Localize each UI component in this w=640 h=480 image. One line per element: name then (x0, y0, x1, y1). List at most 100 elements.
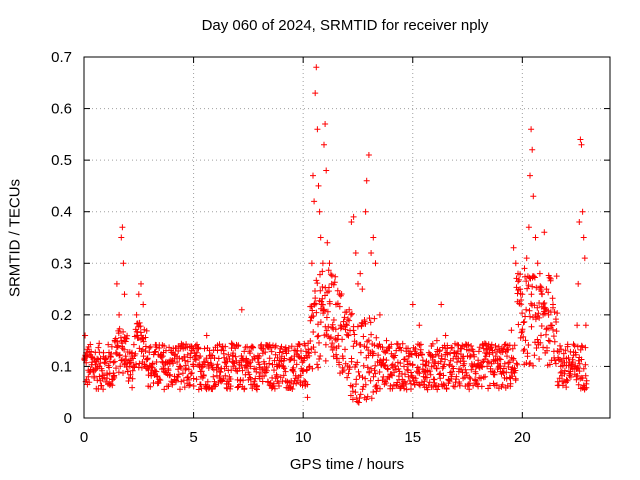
data-point-bg-1354 (526, 361, 533, 368)
data-point-bg-810 (347, 311, 354, 318)
data-point-bg-504 (247, 350, 254, 357)
data-point-bg-1431 (552, 357, 558, 364)
data-point-bg-407 (214, 361, 221, 368)
data-point-bg-938 (389, 372, 396, 379)
data-point-0-121 (541, 229, 548, 236)
data-point-0-16 (129, 353, 136, 360)
data-point-bg-645 (293, 380, 300, 387)
data-point-bg-1045 (424, 386, 431, 393)
data-point-0-86 (396, 368, 403, 375)
data-point-bg-1227 (484, 358, 491, 365)
data-point-bg-1449 (558, 346, 565, 353)
data-point-bg-1462 (561, 367, 568, 374)
data-point-bg-1429 (550, 333, 557, 340)
data-point-bg-1493 (571, 342, 578, 349)
data-point-0-19 (138, 280, 144, 287)
data-point-0-20 (140, 301, 147, 308)
data-point-bg-85 (108, 343, 115, 350)
data-point-bg-862 (364, 364, 371, 371)
data-point-bg-1377 (534, 304, 541, 311)
data-point-bg-902 (377, 385, 383, 392)
data-point-bg-549 (262, 349, 269, 356)
data-point-bg-1471 (564, 343, 571, 350)
data-point-bg-1513 (578, 356, 585, 363)
data-point-bg-388 (208, 361, 215, 368)
data-point-0-38 (256, 353, 263, 360)
data-point-0-103 (504, 353, 510, 360)
data-point-0-119 (536, 286, 543, 293)
data-point-bg-631 (288, 343, 295, 350)
data-point-bg-1361 (528, 291, 535, 298)
data-point-0-24 (159, 353, 166, 360)
data-point-bg-424 (220, 347, 227, 354)
data-point-bg-1480 (567, 374, 574, 380)
data-point-bg-188 (142, 334, 149, 341)
data-point-bg-366 (201, 345, 208, 352)
data-point-bg-1350 (525, 282, 532, 289)
data-point-bg-386 (207, 352, 214, 359)
data-point-bg-706 (312, 300, 319, 307)
data-point-bg-459 (232, 353, 239, 360)
data-point-bg-637 (290, 380, 297, 387)
data-point-0-130 (571, 363, 578, 370)
data-point-bg-947 (392, 363, 398, 370)
data-point-bg-982 (404, 366, 411, 373)
data-point-0-27 (181, 384, 188, 391)
data-point-bg-1415 (545, 337, 552, 344)
data-point-0-107 (515, 270, 521, 277)
data-point-0-96 (449, 363, 456, 370)
data-point-bg-106 (115, 369, 122, 376)
data-point-bg-1460 (560, 350, 567, 357)
data-point-0-42 (291, 353, 298, 360)
data-point-bg-349 (195, 345, 202, 352)
data-point-bg-1265 (496, 355, 503, 362)
data-point-bg-766 (332, 326, 339, 333)
data-point-bg-1067 (431, 376, 438, 383)
data-point-0-50 (312, 90, 319, 97)
data-point-bg-1094 (440, 381, 447, 388)
data-point-bg-1360 (528, 323, 535, 330)
data-point-bg-1385 (536, 314, 543, 321)
data-point-0-127 (558, 358, 565, 365)
data-point-0-46 (306, 363, 313, 370)
data-point-0-11 (119, 224, 126, 231)
data-point-bg-753 (328, 272, 335, 279)
data-point-bg-1437 (553, 328, 560, 335)
data-point-0-43 (298, 348, 304, 354)
data-point-bg-777 (336, 303, 343, 310)
data-point-bg-684 (306, 364, 312, 371)
data-point-0-137 (580, 234, 587, 241)
data-point-0-67 (339, 353, 346, 360)
data-point-0-37 (247, 363, 254, 370)
data-point-bg-570 (268, 348, 275, 355)
data-point-bg-708 (314, 333, 321, 340)
data-point-bg-201 (147, 383, 154, 390)
data-point-bg-1222 (483, 353, 489, 360)
data-point-bg-1268 (497, 363, 504, 370)
data-point-0-133 (576, 219, 583, 225)
data-point-bg-430 (222, 343, 229, 350)
data-point-0-106 (512, 260, 519, 267)
x-axis-label: GPS time / hours (289, 456, 405, 473)
data-point-bg-444 (227, 383, 234, 390)
data-point-bg-1135 (454, 359, 460, 366)
data-point-0-116 (530, 193, 537, 200)
data-point-bg-284 (174, 359, 181, 365)
data-point-bg-485 (240, 377, 247, 384)
data-point-bg-1359 (528, 300, 534, 307)
data-point-bg-256 (165, 383, 172, 390)
data-point-0-25 (168, 358, 175, 365)
data-point-bg-718 (317, 353, 324, 359)
data-point-bg-263 (167, 371, 174, 378)
data-point-bg-702 (312, 295, 319, 302)
data-point-bg-1378 (534, 336, 541, 343)
data-point-bg-842 (357, 341, 364, 348)
data-point-bg-1076 (434, 386, 441, 393)
data-point-bg-899 (376, 341, 383, 348)
data-point-bg-1173 (467, 375, 474, 382)
data-point-bg-488 (241, 386, 248, 393)
data-point-bg-823 (351, 331, 358, 338)
data-point-bg-805 (345, 370, 352, 377)
data-point-bg-778 (337, 370, 343, 377)
data-point-0-59 (322, 121, 329, 127)
